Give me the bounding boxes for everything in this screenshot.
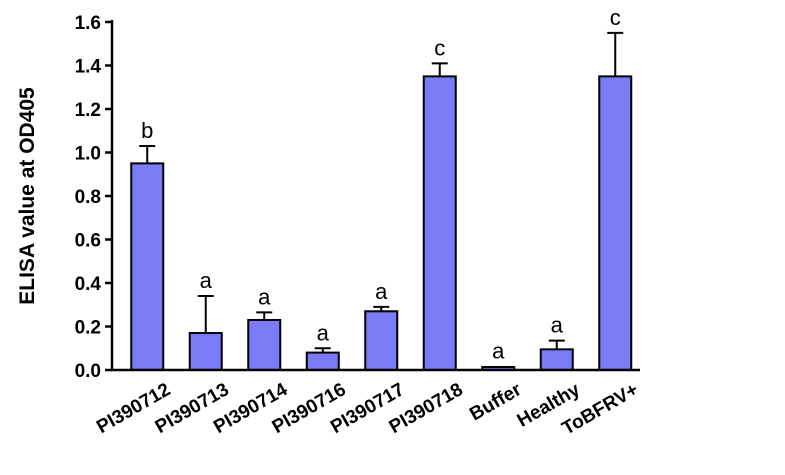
bar	[598, 75, 633, 371]
bar	[247, 318, 282, 372]
significance-letter: a	[258, 284, 271, 309]
significance-letter: c	[434, 35, 445, 60]
y-tick-label: 1.2	[75, 100, 101, 121]
y-tick-label: 1.4	[75, 57, 102, 78]
significance-letter: a	[492, 339, 505, 364]
significance-letters-group: b a a a a c a a c	[141, 5, 621, 364]
y-axis-ticks: 0.0 0.2 0.4 0.6 0.8 1.0 1.2 1.4 1.6	[75, 13, 112, 382]
y-axis-title: ELISA value at OD405	[16, 87, 39, 305]
y-tick-label: 1.6	[75, 13, 101, 34]
bar	[130, 162, 165, 371]
y-tick-label: 0.0	[75, 361, 101, 382]
x-axis-labels: PI390712PI390713PI390714PI390716PI390717…	[93, 379, 642, 440]
bars-group	[130, 75, 633, 372]
significance-letter: c	[610, 5, 621, 30]
y-tick-label: 0.2	[75, 318, 101, 339]
significance-letter: a	[200, 268, 213, 293]
significance-letter: a	[317, 320, 330, 345]
bar	[364, 310, 399, 371]
axes	[110, 20, 640, 372]
bar	[188, 332, 223, 371]
bar	[422, 75, 457, 371]
significance-letter: a	[375, 279, 388, 304]
y-tick-label: 0.6	[75, 231, 101, 252]
bar	[539, 348, 574, 371]
error-bars-group	[139, 31, 624, 353]
y-tick-label: 0.4	[75, 274, 102, 295]
significance-letter: b	[141, 118, 153, 143]
y-tick-label: 0.8	[75, 187, 101, 208]
bar	[305, 351, 340, 372]
significance-letter: a	[551, 313, 564, 338]
y-tick-label: 1.0	[75, 144, 101, 165]
